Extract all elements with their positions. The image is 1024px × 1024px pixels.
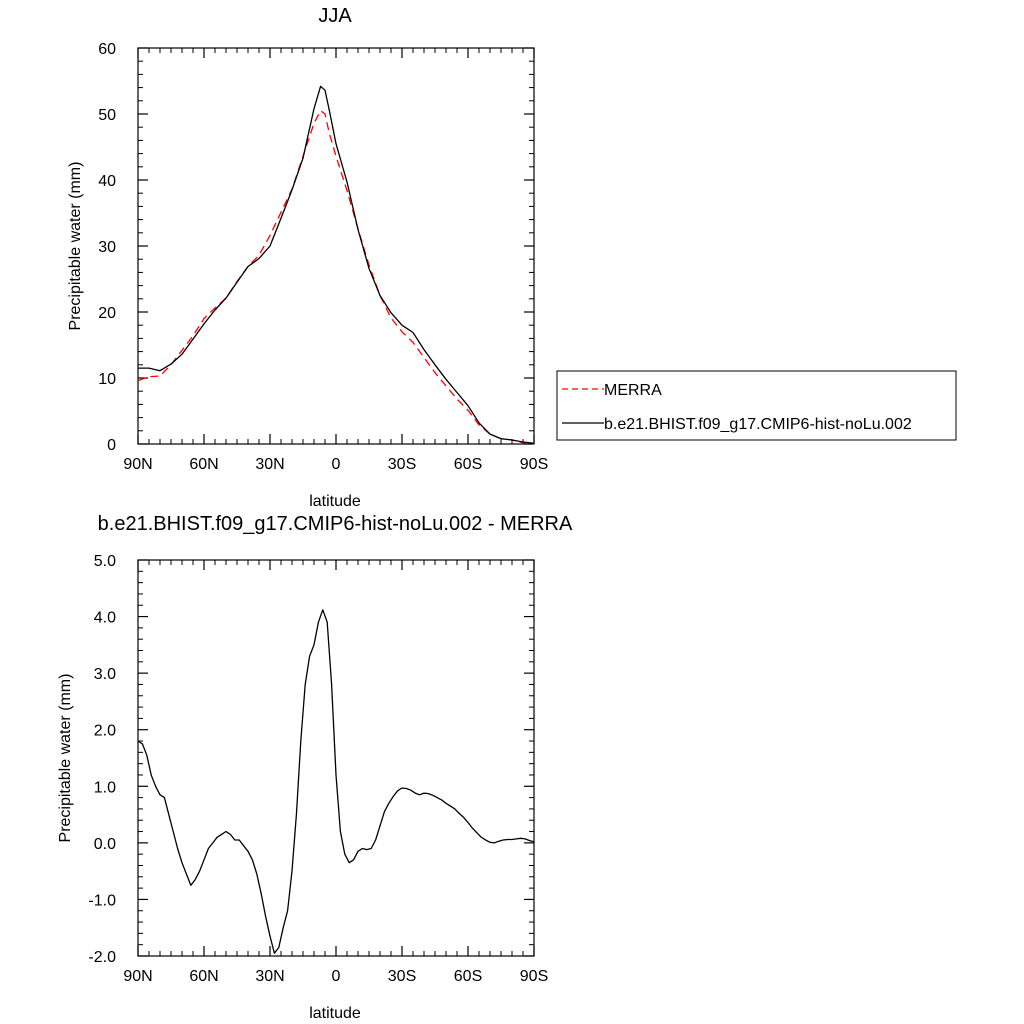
top-plot-frame — [137, 47, 535, 445]
x-tick-label: 90S — [520, 456, 548, 473]
top-y-axis-label: Precipitable water (mm) — [67, 162, 84, 331]
y-tick-label: 5.0 — [94, 553, 116, 570]
y-tick-label: 50 — [98, 107, 116, 124]
y-tick-label: 60 — [98, 41, 116, 58]
x-tick-label: 30S — [388, 456, 416, 473]
legend-frame — [556, 370, 957, 441]
x-tick-label: 30S — [388, 968, 416, 985]
y-tick-label: 4.0 — [94, 610, 116, 627]
top-series-line-b-e21-bhist-f09-g17-cmip6-hist-nolu-002 — [138, 85, 535, 444]
top-panel: JJA 90N 60N 30N 0 30S 60S 90S 0 10 20 30 40 50 60 lat… — [67, 5, 548, 510]
legend-label-model: b.e21.BHIST.f09_g17.CMIP6-hist-noLu.002 — [604, 416, 912, 433]
x-tick-label: 30N — [255, 968, 284, 985]
y-tick-label: 0.0 — [94, 836, 116, 853]
top-series — [137, 85, 535, 445]
x-tick-label: 60S — [454, 456, 482, 473]
y-tick-label: -2.0 — [88, 949, 116, 966]
bottom-series-line-0 — [137, 609, 535, 954]
x-tick-label: 60S — [454, 968, 482, 985]
x-tick-label: 0 — [332, 456, 341, 473]
y-tick-label: 30 — [98, 239, 116, 256]
bottom-series — [137, 609, 535, 954]
top-axes: 90N 60N 30N 0 30S 60S 90S 0 10 20 30 40 50 60 — [98, 41, 548, 473]
bottom-chart-title: b.e21.BHIST.f09_g17.CMIP6-hist-noLu.002 … — [98, 513, 573, 535]
y-tick-label: 10 — [98, 371, 116, 388]
y-tick-label: 20 — [98, 305, 116, 322]
legend-label-merra: MERRA — [604, 382, 662, 399]
x-tick-label: 30N — [255, 456, 284, 473]
y-tick-label: 0 — [107, 437, 116, 454]
bottom-y-axis-label: Precipitable water (mm) — [57, 674, 74, 843]
bottom-axes: 90N 60N 30N 0 30S 60S 90S -2.0 -1.0 0.0 1.0 2.0 3.0 4… — [88, 553, 548, 985]
x-tick-label: 90S — [520, 968, 548, 985]
y-tick-label: 40 — [98, 173, 116, 190]
bottom-x-axis-label: latitude — [309, 1005, 361, 1022]
top-x-axis-label: latitude — [309, 493, 361, 510]
x-tick-label: 0 — [332, 968, 341, 985]
top-series-line-merra — [137, 110, 535, 445]
x-tick-label: 90N — [123, 968, 152, 985]
top-chart-title: JJA — [318, 5, 352, 27]
y-tick-label: 2.0 — [94, 723, 116, 740]
x-tick-label: 60N — [189, 968, 218, 985]
bottom-plot-frame — [137, 559, 535, 957]
x-tick-label: 60N — [189, 456, 218, 473]
bottom-panel: b.e21.BHIST.f09_g17.CMIP6-hist-noLu.002 … — [57, 513, 573, 1022]
y-tick-label: -1.0 — [88, 892, 116, 909]
y-tick-label: 1.0 — [94, 779, 116, 796]
y-tick-label: 3.0 — [94, 666, 116, 683]
x-tick-label: 90N — [123, 456, 152, 473]
legend: MERRA b.e21.BHIST.f09_g17.CMIP6-hist-noL… — [556, 370, 957, 441]
